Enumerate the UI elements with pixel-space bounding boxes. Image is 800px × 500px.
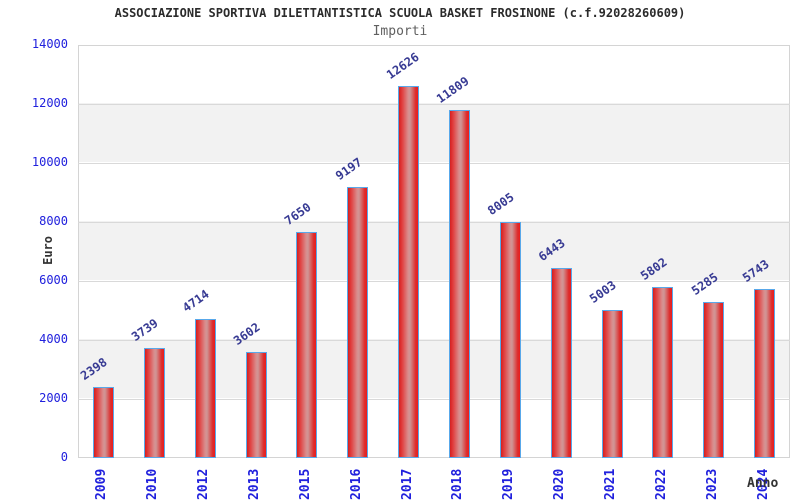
bar-2017 (398, 86, 419, 458)
bar-2018 (449, 110, 470, 458)
gridline (78, 104, 790, 105)
bar-2022 (652, 287, 673, 458)
y-tick-label: 4000 (39, 332, 68, 346)
x-tick-label-2019: 2019 (501, 468, 516, 500)
x-tick-label-2018: 2018 (450, 468, 465, 500)
bar-2023 (703, 302, 724, 458)
x-tick-label-2020: 2020 (552, 468, 567, 500)
bar-2019 (500, 222, 521, 458)
x-axis-title: Anno (747, 476, 779, 491)
plot-area (78, 45, 790, 458)
x-tick-label-2009: 2009 (94, 468, 109, 500)
bar-2012 (195, 319, 216, 458)
y-axis-title: Euro (41, 236, 55, 265)
x-tick-label-2013: 2013 (247, 468, 262, 500)
y-tick-label: 0 (60, 450, 68, 464)
gridline (78, 281, 790, 282)
bar-2024 (754, 289, 775, 458)
x-tick-label-2015: 2015 (298, 468, 313, 500)
gridline (78, 163, 790, 164)
bar-2010 (144, 348, 165, 458)
chart-title: ASSOCIAZIONE SPORTIVA DILETTANTISTICA SC… (114, 6, 686, 20)
bar-2009 (93, 387, 114, 458)
x-tick-label-2023: 2023 (705, 468, 720, 500)
chart-subtitle: Importi (372, 24, 428, 39)
bar-2021 (602, 310, 623, 458)
x-tick-label-2017: 2017 (400, 468, 415, 500)
gridline (78, 222, 790, 223)
y-tick-label: 8000 (39, 214, 68, 228)
gridline (78, 399, 790, 400)
x-tick-label-2022: 2022 (654, 468, 669, 500)
x-tick-label-2016: 2016 (349, 468, 364, 500)
x-tick-label-2021: 2021 (603, 468, 618, 500)
bar-2020 (551, 268, 572, 458)
x-tick-label-2010: 2010 (145, 468, 160, 500)
bar-2013 (246, 352, 267, 458)
bar-2016 (347, 187, 368, 458)
y-tick-label: 10000 (31, 155, 68, 169)
x-tick-label-2012: 2012 (196, 468, 211, 500)
y-tick-label: 2000 (39, 391, 68, 405)
bar-2015 (296, 232, 317, 458)
y-tick-label: 6000 (39, 273, 68, 287)
gridline (78, 340, 790, 341)
y-tick-label: 12000 (31, 96, 68, 110)
y-tick-label: 14000 (31, 37, 68, 51)
